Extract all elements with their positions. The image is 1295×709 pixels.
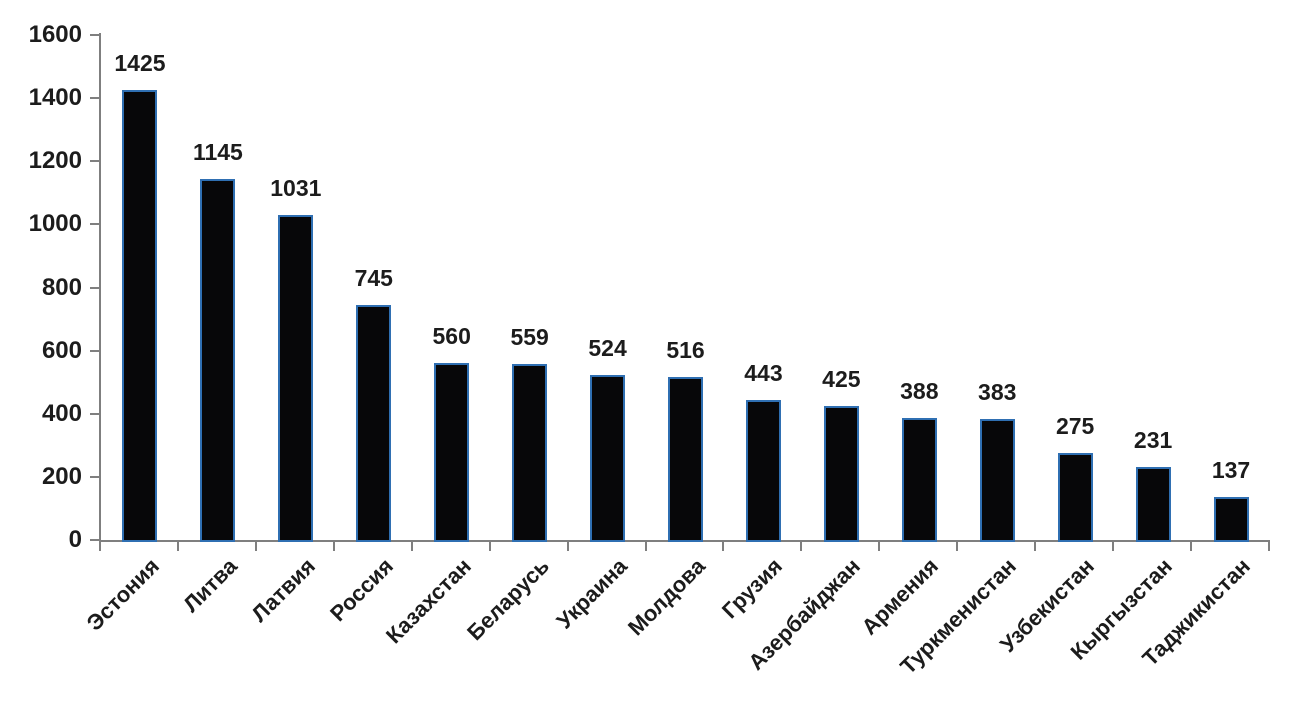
y-tick-label: 800	[41, 273, 82, 301]
x-tick	[956, 540, 959, 551]
x-category-label: Эстония	[81, 553, 164, 636]
x-tick	[1034, 540, 1037, 551]
y-tick-label: 1000	[28, 210, 82, 238]
bar-value-label: 443	[744, 360, 783, 387]
x-tick	[254, 540, 257, 551]
y-tick	[90, 286, 99, 289]
bar	[590, 374, 626, 542]
y-tick	[90, 34, 99, 36]
y-tick	[90, 539, 99, 541]
bar	[979, 419, 1015, 542]
bar	[668, 377, 703, 542]
bar-value-label: 745	[354, 264, 393, 291]
bar	[823, 405, 859, 542]
x-tick	[488, 540, 491, 551]
x-tick	[1190, 540, 1193, 551]
bar-value-label: 1425	[114, 50, 166, 77]
y-tick-label: 400	[41, 399, 82, 427]
bar	[122, 90, 158, 542]
bar	[1135, 467, 1171, 542]
bar-value-label: 560	[432, 323, 471, 350]
x-tick	[644, 540, 647, 551]
bar-value-label: 383	[978, 379, 1017, 406]
y-tick-label: 1400	[28, 84, 82, 112]
bar	[1213, 496, 1249, 542]
bar-value-label: 559	[510, 323, 549, 350]
y-tick-label: 1600	[28, 21, 82, 48]
bar	[434, 363, 470, 542]
y-tick	[90, 475, 99, 478]
bar-value-label: 137	[1211, 456, 1251, 483]
x-tick	[99, 540, 101, 551]
bar	[278, 214, 314, 542]
y-tick-label: 1200	[28, 147, 82, 175]
y-tick	[90, 349, 99, 352]
bar	[745, 400, 781, 542]
x-tick	[410, 540, 413, 551]
bar-value-label: 524	[588, 334, 627, 361]
x-tick	[566, 540, 569, 551]
x-tick	[878, 540, 881, 551]
x-tick	[176, 540, 179, 551]
bar	[200, 178, 236, 542]
bar-value-label: 1031	[270, 174, 322, 201]
y-tick	[90, 412, 99, 415]
bar	[356, 304, 392, 542]
bar-value-label: 388	[900, 377, 939, 404]
bar	[901, 417, 937, 542]
x-tick	[332, 540, 335, 551]
y-tick-label: 200	[41, 462, 82, 490]
y-tick-label: 0	[68, 526, 82, 553]
x-tick	[1268, 540, 1270, 551]
x-tick	[722, 540, 725, 551]
x-tick	[800, 540, 803, 551]
y-axis-line	[99, 33, 101, 542]
bar-value-label: 275	[1055, 413, 1095, 440]
y-tick-label: 600	[41, 336, 82, 364]
bar-value-label: 516	[666, 337, 705, 364]
x-tick	[1112, 540, 1115, 551]
y-tick	[90, 97, 99, 100]
bar-value-label: 425	[822, 365, 861, 392]
bar	[512, 363, 548, 542]
bar-value-label: 231	[1133, 427, 1173, 454]
bar	[1057, 453, 1093, 542]
y-tick	[90, 160, 99, 163]
y-tick	[90, 223, 99, 226]
bar-value-label: 1145	[192, 138, 243, 165]
